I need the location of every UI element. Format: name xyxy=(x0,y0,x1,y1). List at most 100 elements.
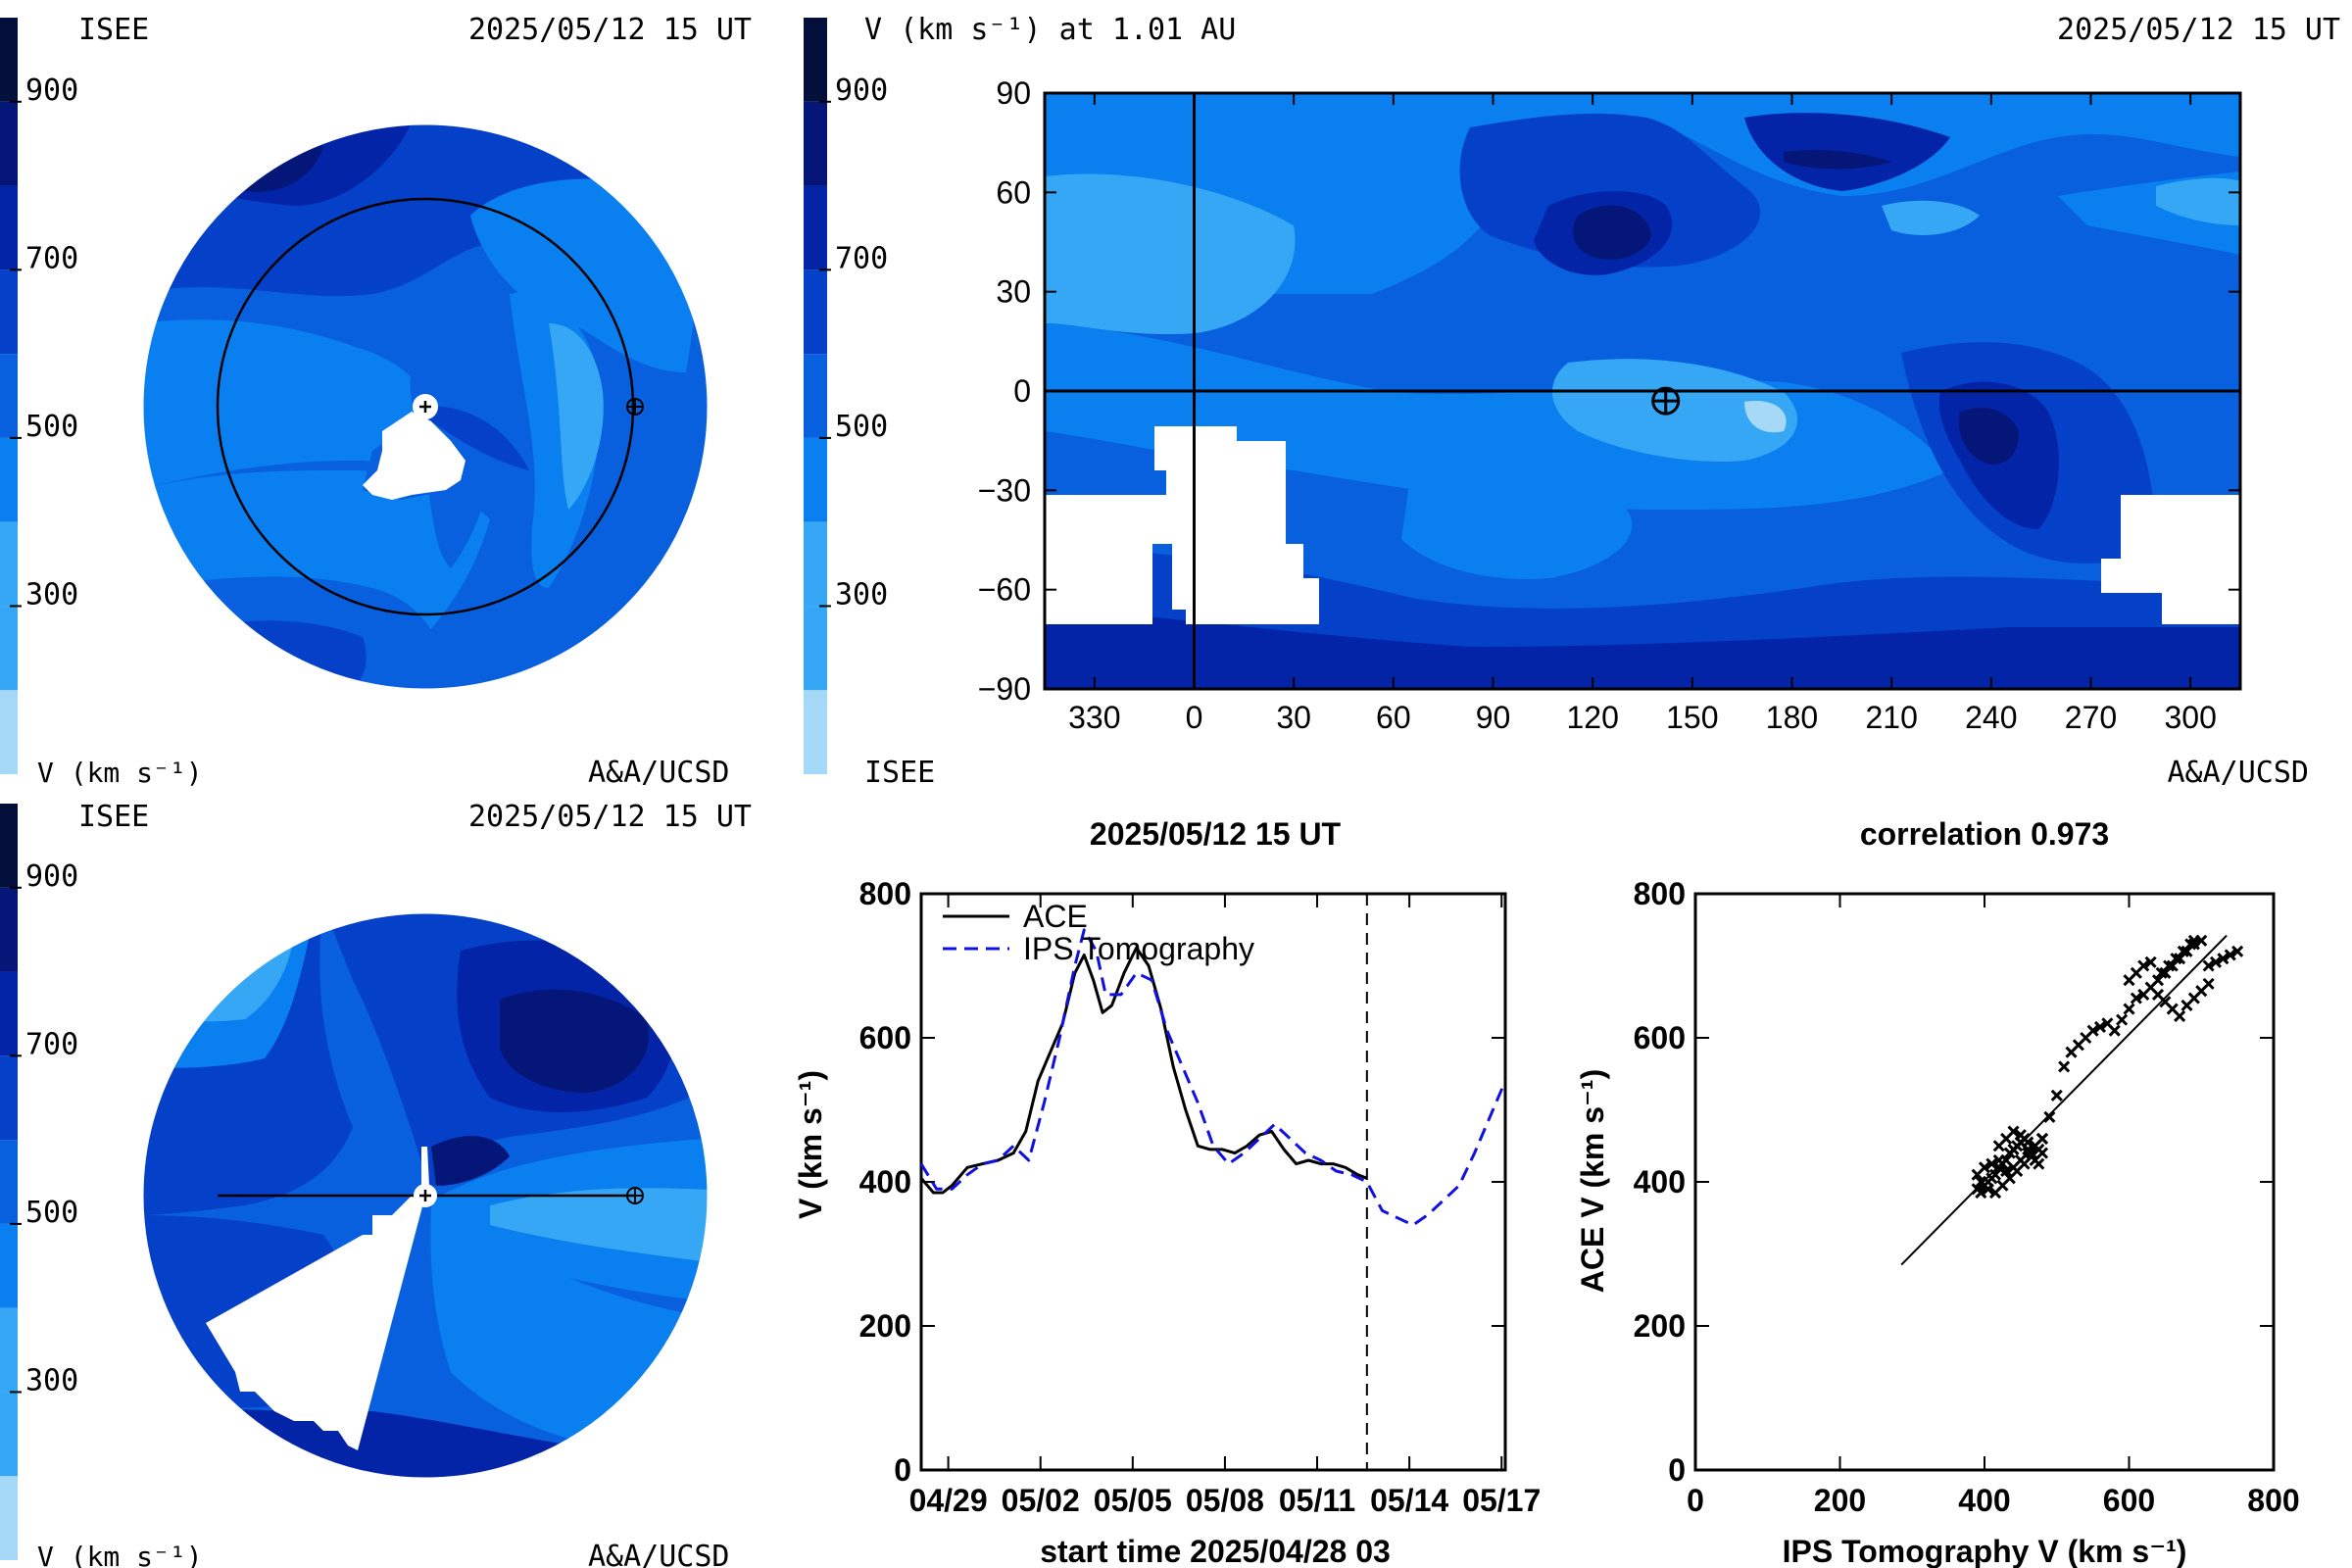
scatter-x-tick-label: 400 xyxy=(1958,1483,2010,1518)
colorbar-tick-label: 700 xyxy=(25,241,78,275)
scatter-fit-line xyxy=(1900,934,2228,1266)
colorbar-tick-label: 500 xyxy=(25,1196,78,1230)
scatter-point xyxy=(2025,1147,2038,1159)
colorbar-band xyxy=(804,437,827,522)
meridional-sun-marker-icon xyxy=(414,1184,437,1207)
meridional-unit-label: V (km s⁻¹) xyxy=(37,1541,203,1568)
scatter-x-tick-label: 800 xyxy=(2247,1483,2299,1518)
legend-ace-label: ACE xyxy=(1023,899,1088,934)
timeseries-title: 2025/05/12 15 UT xyxy=(1090,816,1342,852)
meridional-colorbar-ticks: 300 500 700 900 xyxy=(10,859,78,1397)
scatter-axes: 0 200 400 600 800 0 200 400 600 800 xyxy=(1634,876,2300,1518)
meridional-colorbar xyxy=(0,804,18,1560)
synoptic-credit: A&A/UCSD xyxy=(2168,756,2310,790)
timeseries-frame xyxy=(919,892,1507,1472)
scatter-points xyxy=(1971,934,2244,1200)
colorbar-tick-label: 300 xyxy=(835,577,888,612)
timeseries-ylabel: V (km s⁻¹) xyxy=(793,1070,828,1219)
scatter-point xyxy=(2202,959,2215,972)
scatter-point xyxy=(2000,1164,2013,1178)
scatter-panel: correlation 0.973 IPS Tomography V (km s… xyxy=(1575,816,2300,1568)
synoptic-x-tick-label: 150 xyxy=(1666,700,1718,735)
scatter-point xyxy=(2187,934,2200,947)
sun-marker-icon xyxy=(413,394,438,419)
scatter-point xyxy=(2058,1060,2071,1073)
colorbar-band xyxy=(0,1223,18,1308)
scatter-point xyxy=(1982,1183,1994,1196)
scatter-point xyxy=(2093,1020,2107,1034)
legend-ips-label: IPS Tomography xyxy=(1023,931,1254,966)
colorbar-band xyxy=(0,606,18,691)
scatter-title: correlation 0.973 xyxy=(1860,816,2109,852)
ecliptic-panel: 300 500 700 900 ISEE 2025/05/12 15 UT V (km… xyxy=(0,13,752,790)
colorbar-band xyxy=(804,101,827,186)
colorbar-tick-label: 900 xyxy=(25,859,78,894)
synoptic-x-tick-label: 90 xyxy=(1476,700,1511,735)
colorbar-band xyxy=(0,1392,18,1477)
timeseries-series xyxy=(919,928,1507,1227)
ecliptic-credit: A&A/UCSD xyxy=(588,756,730,790)
synoptic-x-tick-label: 120 xyxy=(1566,700,1618,735)
synoptic-y-tick-label: −90 xyxy=(978,671,1031,707)
colorbar-tick-label: 300 xyxy=(25,577,78,612)
timeseries-y-tick-label: 800 xyxy=(859,876,911,911)
scatter-point xyxy=(2035,1132,2049,1145)
earth-marker-icon xyxy=(626,398,644,416)
colorbar-band xyxy=(804,606,827,691)
synoptic-x-tick-label: 240 xyxy=(1965,700,2017,735)
timeseries-x-tick-label: 04/29 xyxy=(909,1483,988,1518)
synoptic-x-tick-label: 300 xyxy=(2164,700,2216,735)
scatter-xlabel: IPS Tomography V (km s⁻¹) xyxy=(1783,1534,2187,1568)
scatter-point xyxy=(2043,1110,2056,1123)
synoptic-x-tick-label: 210 xyxy=(1865,700,1917,735)
synoptic-y-tick-label: 30 xyxy=(996,274,1031,310)
scatter-ylabel: ACE V (km s⁻¹) xyxy=(1575,1069,1610,1293)
colorbar-band xyxy=(0,101,18,186)
timeseries-panel: 2025/05/12 15 UT start time 2025/04/28 0… xyxy=(793,816,1541,1568)
scatter-x-tick-label: 200 xyxy=(1814,1483,1866,1518)
colorbar-tick-label: 500 xyxy=(835,410,888,444)
colorbar-band xyxy=(804,690,827,774)
colorbar-band xyxy=(804,18,827,102)
scatter-point xyxy=(2174,1009,2186,1023)
colorbar-band xyxy=(0,971,18,1056)
scatter-y-tick-label: 600 xyxy=(1634,1020,1686,1055)
timeseries-line-ace xyxy=(919,946,1368,1195)
timeseries-legend: ACE IPS Tomography xyxy=(943,899,1254,966)
colorbar-band xyxy=(0,887,18,972)
colorbar-band xyxy=(0,521,18,607)
colorbar-band xyxy=(804,521,827,607)
meridional-org-label: ISEE xyxy=(78,800,149,834)
timeseries-x-tick-label: 05/11 xyxy=(1279,1483,1355,1518)
timeseries-y-tick-label: 0 xyxy=(894,1452,911,1488)
ecliptic-datetime: 2025/05/12 15 UT xyxy=(468,13,752,47)
scatter-point xyxy=(1992,1153,2005,1167)
synoptic-y-tick-label: 90 xyxy=(996,75,1031,111)
scatter-point xyxy=(2224,949,2236,961)
colorbar-tick-label: 500 xyxy=(25,410,78,444)
colorbar-band xyxy=(0,270,18,355)
colorbar-tick-label: 700 xyxy=(25,1027,78,1061)
scatter-point xyxy=(2086,1024,2099,1037)
scatter-y-tick-label: 0 xyxy=(1668,1452,1686,1488)
meridional-panel: 300 500 700 900 ISEE 2025/05/12 15 UT V (km… xyxy=(0,800,752,1568)
synoptic-y-tick-label: 0 xyxy=(1013,373,1031,409)
scatter-y-tick-label: 400 xyxy=(1634,1164,1686,1200)
synoptic-x-tick-label: 270 xyxy=(2065,700,2117,735)
scatter-point xyxy=(2050,1089,2063,1102)
scatter-point xyxy=(2231,945,2244,957)
colorbar-band xyxy=(0,185,18,270)
colorbar-tick-label: 900 xyxy=(25,74,78,108)
timeseries-x-tick-label: 05/08 xyxy=(1186,1483,1264,1518)
synoptic-y-tick-label: 60 xyxy=(996,174,1031,210)
scatter-point xyxy=(2217,953,2230,965)
scatter-y-tick-label: 800 xyxy=(1634,876,1686,911)
timeseries-x-tick-label: 05/17 xyxy=(1462,1483,1541,1518)
scatter-point xyxy=(1985,1157,1998,1170)
colorbar-band xyxy=(804,270,827,355)
scatter-x-tick-label: 0 xyxy=(1687,1483,1704,1518)
scatter-point xyxy=(1988,1168,2002,1181)
scatter-point xyxy=(2187,938,2200,951)
